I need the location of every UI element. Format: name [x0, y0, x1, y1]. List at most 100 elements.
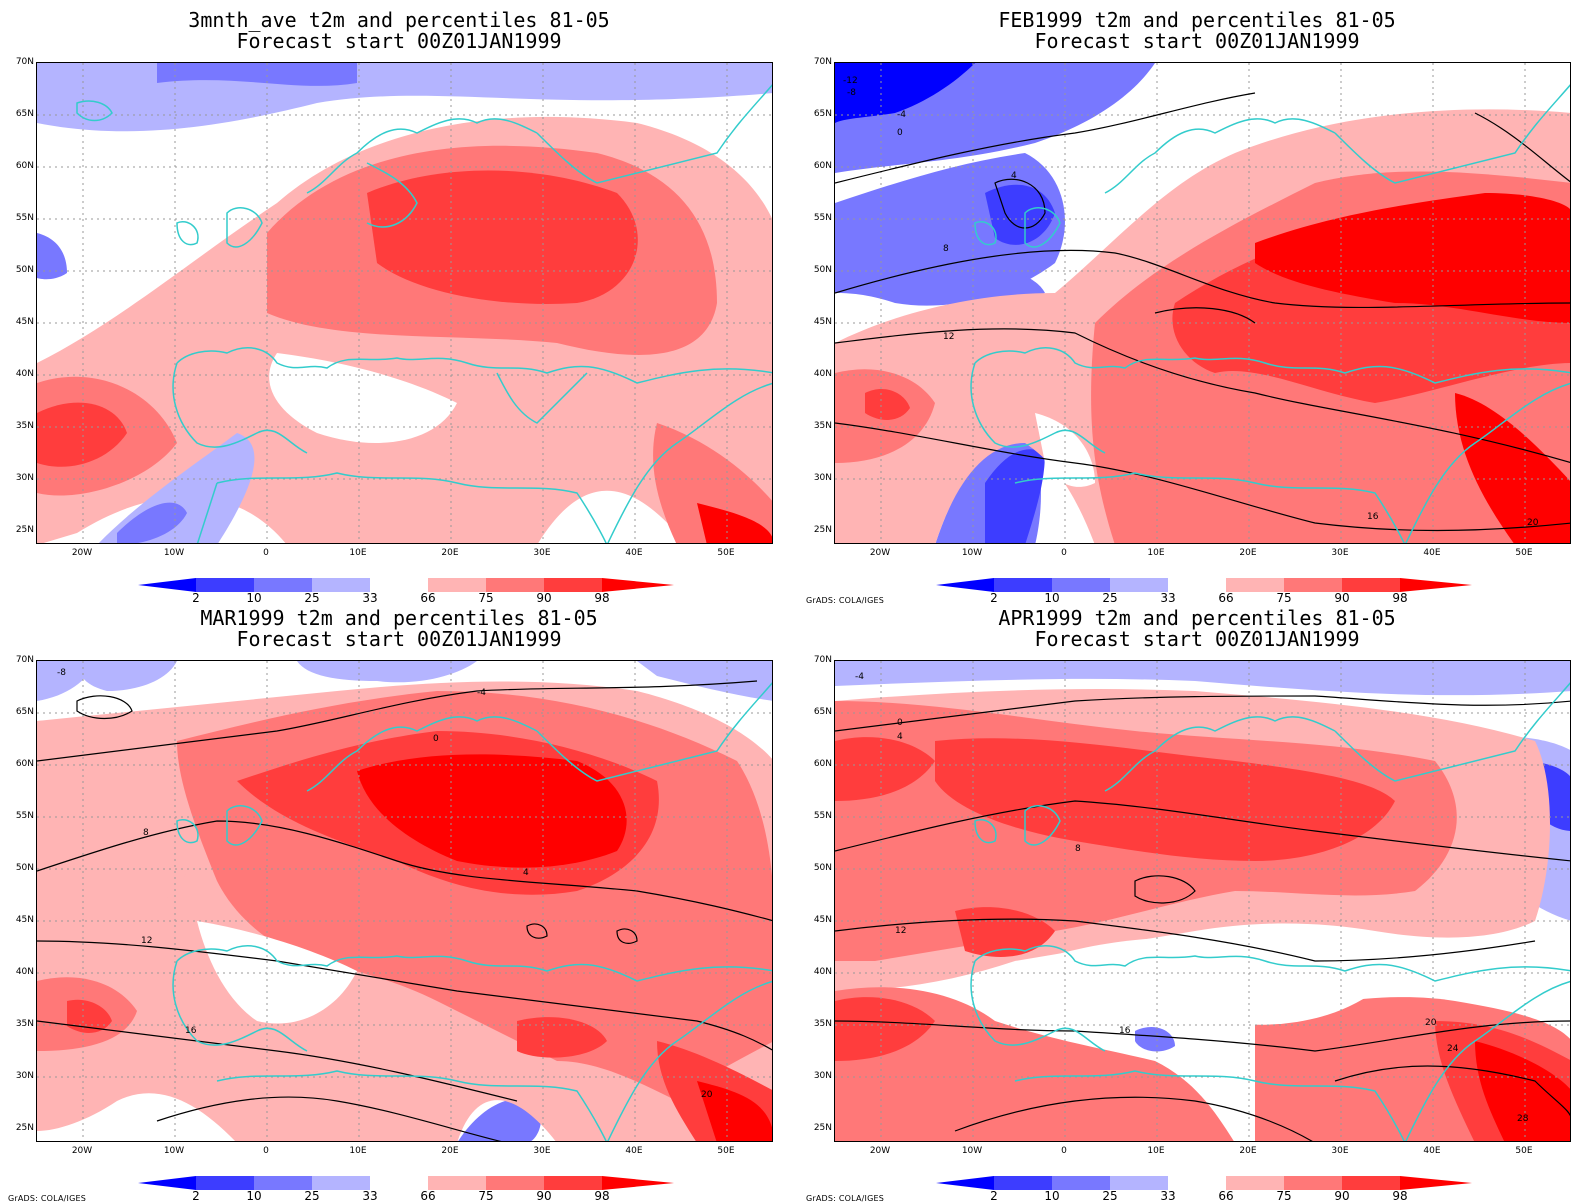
panel-subtitle: Forecast start 00Z01JAN1999: [1034, 627, 1360, 651]
lat-label: 60N: [15, 161, 34, 171]
lon-label: 20E: [441, 1146, 459, 1156]
lat-label: 25N: [813, 1123, 832, 1133]
colorbar-label: 75: [1276, 1189, 1292, 1203]
colorbar-label: 2: [990, 591, 998, 605]
lat-label: 30N: [15, 1071, 34, 1081]
colorbar-label: 90: [1334, 1189, 1350, 1203]
lat-label: 65N: [15, 109, 34, 119]
lon-label: 10E: [349, 548, 367, 558]
lat-label: 70N: [15, 57, 34, 67]
colorbar-label: 2: [990, 1189, 998, 1203]
colorbar-label: 10: [1044, 591, 1060, 605]
contour-label-group: -8 -4 0 4 8 12 16 20: [57, 668, 713, 1100]
lon-label: 50E: [717, 1146, 735, 1156]
lon-label: 40E: [625, 1146, 643, 1156]
lon-label: 10E: [1147, 548, 1165, 558]
contour-label-group: -4 0 4 8 12 16 20 24 28: [855, 672, 1529, 1124]
lat-label: 40N: [15, 369, 34, 379]
lat-label: 30N: [813, 1071, 832, 1081]
lat-label: 50N: [15, 863, 34, 873]
grads-credit: GrADS: COLA/IGES: [8, 1194, 87, 1203]
lat-label: 45N: [15, 317, 34, 327]
lat-label: 35N: [15, 1019, 34, 1029]
lon-label: 10W: [961, 548, 983, 558]
lon-label: 0: [1061, 1146, 1067, 1156]
lon-label: 10E: [1147, 1146, 1165, 1156]
lon-label: 20W: [869, 1146, 891, 1156]
lat-label: 45N: [813, 915, 832, 925]
grads-credit: GrADS: COLA/IGES: [806, 596, 885, 605]
colorbar-label: 75: [478, 591, 494, 605]
lat-label: 55N: [15, 213, 34, 223]
lon-label: 50E: [717, 548, 735, 558]
contour-label: 8: [1075, 844, 1081, 854]
contour-label: -8: [57, 668, 66, 678]
contour-label: 16: [1367, 512, 1379, 522]
lat-label: 55N: [813, 213, 832, 223]
lat-label: 40N: [813, 967, 832, 977]
lat-label: 60N: [813, 161, 832, 171]
lat-label: 35N: [813, 1019, 832, 1029]
contour-label: -4: [855, 672, 864, 682]
panel-mar1999: MAR1999 t2m and percentiles 81-05 Foreca…: [0, 598, 798, 1203]
lat-label: 25N: [15, 525, 34, 535]
colorbar: [936, 1176, 1472, 1190]
contour-label: 4: [897, 732, 903, 742]
lat-label: 70N: [813, 655, 832, 665]
contour-label: 20: [1425, 1018, 1437, 1028]
lon-label: 30E: [533, 548, 551, 558]
contour-label: 16: [1119, 1026, 1131, 1036]
contour-lines: [835, 92, 1570, 532]
coastline: [76, 84, 772, 543]
contour-lines: [835, 695, 1570, 1141]
lon-label: 10W: [163, 548, 185, 558]
lon-label: 20E: [1239, 548, 1257, 558]
lat-label: 60N: [813, 759, 832, 769]
lat-label: 55N: [15, 811, 34, 821]
lat-label: 25N: [813, 525, 832, 535]
grads-credit: GrADS: COLA/IGES: [806, 1194, 885, 1203]
lon-label: 0: [263, 1146, 269, 1156]
contour-label: 28: [1517, 1114, 1529, 1124]
lon-label: 0: [263, 548, 269, 558]
panel-3mnth-ave: 3mnth_ave t2m and percentiles 81-05 Fore…: [0, 0, 798, 605]
colorbar-label: 90: [1334, 591, 1350, 605]
colorbar-label: 10: [246, 591, 262, 605]
colorbar: [138, 578, 674, 592]
colorbar-label: 33: [1160, 591, 1176, 605]
coastline: [172, 682, 772, 1141]
lat-label: 50N: [813, 863, 832, 873]
lat-label: 65N: [15, 707, 34, 717]
percentile-shading: -4 0 4 8 12 16 20 24 28: [835, 661, 1570, 1141]
panel-title: 3mnth_ave t2m and percentiles 81-05: [188, 8, 610, 32]
colorbar-label: 75: [1276, 591, 1292, 605]
panel-subtitle: Forecast start 00Z01JAN1999: [236, 627, 562, 651]
colorbar: [138, 1176, 674, 1190]
map-plot: -4 0 4 8 12 16 20 24 28: [834, 660, 1571, 1142]
lat-label: 55N: [813, 811, 832, 821]
contour-label: -4: [477, 688, 486, 698]
lon-label: 10E: [349, 1146, 367, 1156]
colorbar: [936, 578, 1472, 592]
colorbar-label: 25: [1102, 1189, 1118, 1203]
lat-label: 50N: [15, 265, 34, 275]
panel-feb1999: FEB1999 t2m and percentiles 81-05 Foreca…: [798, 0, 1596, 605]
panel-title: APR1999 t2m and percentiles 81-05: [998, 606, 1396, 630]
panel-subtitle: Forecast start 00Z01JAN1999: [236, 29, 562, 53]
lat-label: 40N: [15, 967, 34, 977]
colorbar-label: 10: [1044, 1189, 1060, 1203]
colorbar-label: 75: [478, 1189, 494, 1203]
lon-label: 30E: [1331, 1146, 1349, 1156]
lon-label: 30E: [533, 1146, 551, 1156]
colorbar-label: 33: [1160, 1189, 1176, 1203]
lat-label: 40N: [813, 369, 832, 379]
map-plot: [36, 62, 773, 544]
colorbar-label: 33: [362, 1189, 378, 1203]
map-plot: -12 -8 -4 0 4 8 12 16 20: [834, 62, 1571, 544]
colorbar-label: 66: [1218, 591, 1234, 605]
lon-label: 20W: [71, 1146, 93, 1156]
colorbar-label: 10: [246, 1189, 262, 1203]
colorbar-label: 25: [304, 591, 320, 605]
lon-label: 20E: [1239, 1146, 1257, 1156]
contour-label: 24: [1447, 1044, 1459, 1054]
